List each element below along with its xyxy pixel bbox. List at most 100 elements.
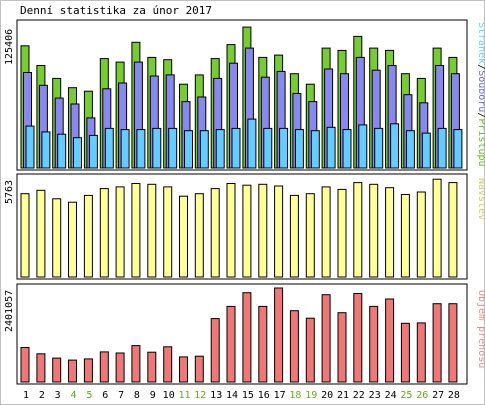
bar-visits [289,194,299,278]
legend-pages: Stránek [476,22,485,64]
bar-traffic [448,303,458,383]
day-label: 12 [194,390,206,401]
bar-visits [226,183,236,278]
day-label: 11 [178,390,190,401]
bar-pages [215,129,225,169]
bar-pages [104,127,114,169]
bar-traffic [210,318,220,383]
day-label: 8 [134,390,140,401]
bar-visits [305,193,315,278]
bar-pages [342,129,352,169]
chart-title: Denní statistika za únor 2017 [20,4,212,17]
bar-visits [131,183,141,278]
bar-traffic [147,351,157,383]
bar-pages [88,134,98,169]
bar-traffic [242,292,252,383]
day-label: 4 [70,390,76,401]
bar-visits [369,183,379,278]
day-label: 14 [226,390,238,401]
bar-visits [448,182,458,278]
bar-visits [36,189,46,278]
bar-traffic [416,322,426,383]
bar-visits [353,182,363,278]
day-label: 21 [337,390,349,401]
bar-visits [83,194,93,278]
bar-pages [57,133,67,169]
day-label: 16 [258,390,270,401]
ymax-label-hits: 125406 [4,29,15,65]
legend-separator: / [476,112,485,118]
bar-pages [41,131,51,169]
bar-visits [20,193,30,278]
ymax-label-traffic: 2401057 [4,290,15,332]
bar-visits [68,201,77,278]
bar-visits [416,191,426,278]
bar-traffic [274,287,284,383]
bar-visits [179,195,188,278]
bar-traffic [68,359,77,383]
bar-pages [279,127,289,169]
bar-traffic [289,310,299,383]
day-label: 28 [448,390,460,401]
legend-files: Souborů [476,70,485,112]
bar-traffic [321,294,331,383]
day-label: 6 [102,390,108,401]
bar-visits [337,188,347,278]
day-label: 23 [369,390,381,401]
bar-traffic [385,298,395,383]
bar-traffic [83,358,93,383]
day-label: 3 [55,390,61,401]
bar-visits [400,194,410,278]
bar-pages [374,127,384,169]
day-label: 13 [210,390,222,401]
day-label: 9 [150,390,156,401]
bar-traffic [400,322,410,383]
legend-hits: Přístupů [476,118,485,166]
bar-pages [152,127,162,169]
bar-traffic [131,345,141,383]
bar-pages [25,125,35,169]
bar-pages [231,127,241,169]
bar-visits [385,187,395,278]
bar-visits [210,188,220,278]
day-label: 25 [400,390,412,401]
bar-traffic [305,317,315,383]
side-legend-traffic: Objem přenosu [476,290,485,368]
bar-traffic [337,312,347,383]
bar-pages [421,132,431,169]
bar-traffic [194,355,204,383]
bar-traffic [258,305,268,383]
bar-pages [199,130,209,169]
bar-pages [326,126,336,169]
bar-pages [73,137,82,169]
day-label: 27 [432,390,444,401]
bar-pages [294,129,304,169]
bar-pages [168,127,178,169]
day-label: 17 [274,390,286,401]
side-legend-hits: Stránek/Souborů/Přístupů [476,22,485,167]
bar-visits [115,186,125,278]
ymax-label-visits: 5763 [4,180,15,204]
day-label: 5 [86,390,92,401]
bar-visits [147,183,157,278]
day-label: 10 [163,390,175,401]
bar-traffic [432,303,442,383]
day-label: 20 [321,390,333,401]
day-label: 2 [39,390,45,401]
bar-pages [405,130,415,169]
bar-visits [274,185,284,278]
bar-pages [120,129,130,169]
side-legend-visits: Návštěv [476,178,485,220]
bar-pages [358,124,368,169]
bar-visits [163,186,173,278]
bar-traffic [179,356,188,383]
bar-pages [263,127,273,169]
day-label: 15 [242,390,254,401]
bar-pages [310,130,320,169]
day-label: 22 [353,390,365,401]
bar-pages [390,123,400,169]
bar-visits [432,178,442,278]
bar-pages [437,127,447,169]
day-label: 18 [289,390,301,401]
